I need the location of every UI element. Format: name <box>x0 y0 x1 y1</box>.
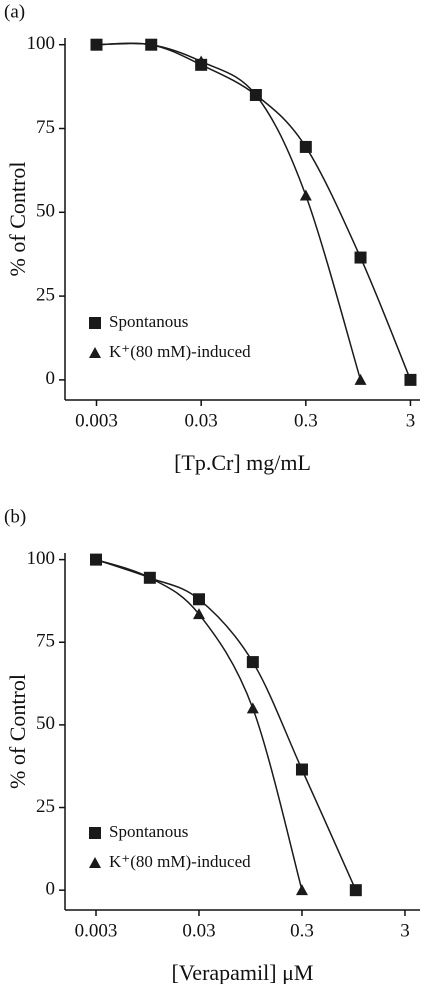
y-axis-label: % of Control <box>5 674 30 789</box>
y-axis-label: % of Control <box>5 162 30 277</box>
chart-panel: (a) 0 25 50 75 100 0.003 0.03 0.3 3 [Tp.Cr] mg/mL%… <box>4 1 420 475</box>
triangle-marker <box>249 88 262 100</box>
triangle-marker <box>295 884 308 896</box>
x-tick-label: 3 <box>406 410 416 431</box>
legend-label: Spontanous <box>109 822 188 841</box>
panel-label: (a) <box>4 1 25 22</box>
triangle-marker <box>246 702 259 714</box>
y-tick-label: 100 <box>27 548 56 569</box>
square-marker <box>246 656 259 669</box>
y-tick-label: 0 <box>46 368 56 389</box>
y-tick-label: 100 <box>27 33 56 54</box>
triangle-marker <box>90 553 103 565</box>
triangle-marker <box>192 608 205 620</box>
square-marker <box>299 140 312 153</box>
y-tick-label: 0 <box>46 879 56 900</box>
square-marker <box>295 763 308 776</box>
square-marker <box>192 593 205 606</box>
legend-marker <box>89 347 101 358</box>
legend-label: K⁺(80 mM)-induced <box>109 852 251 871</box>
legend-label: Spontanous <box>109 312 188 331</box>
triangle-marker <box>145 38 158 50</box>
y-tick-label: 75 <box>36 117 55 138</box>
triangle-marker <box>354 373 367 385</box>
y-tick-label: 50 <box>36 713 55 734</box>
x-tick-label: 3 <box>400 920 410 941</box>
square-marker <box>404 373 417 386</box>
legend-label: K⁺(80 mM)-induced <box>109 342 251 361</box>
square-marker <box>354 251 367 264</box>
panel-label: (b) <box>4 506 26 527</box>
legend-marker <box>89 827 101 839</box>
x-tick-label: 0.03 <box>185 410 218 431</box>
triangle-marker <box>299 189 312 201</box>
y-tick-label: 25 <box>36 796 55 817</box>
y-tick-label: 50 <box>36 201 55 222</box>
legend-marker <box>89 317 101 329</box>
x-axis-label: [Verapamil] μM <box>172 960 314 984</box>
triangle-marker <box>90 38 103 50</box>
x-tick-label: 0.003 <box>75 920 118 941</box>
legend-marker <box>89 857 101 868</box>
x-tick-label: 0.3 <box>294 410 318 431</box>
x-tick-label: 0.3 <box>290 920 314 941</box>
x-tick-label: 0.003 <box>75 410 118 431</box>
y-tick-label: 75 <box>36 631 55 652</box>
triangle-marker <box>195 55 208 67</box>
x-tick-label: 0.03 <box>182 920 215 941</box>
x-axis-label: [Tp.Cr] mg/mL <box>174 450 311 475</box>
y-tick-label: 25 <box>36 284 55 305</box>
square-marker <box>349 884 362 897</box>
triangle-marker <box>143 571 156 583</box>
chart-panel: (b) 0 25 50 75 100 0.003 0.03 0.3 3 [Verapamil] μM… <box>4 506 420 984</box>
